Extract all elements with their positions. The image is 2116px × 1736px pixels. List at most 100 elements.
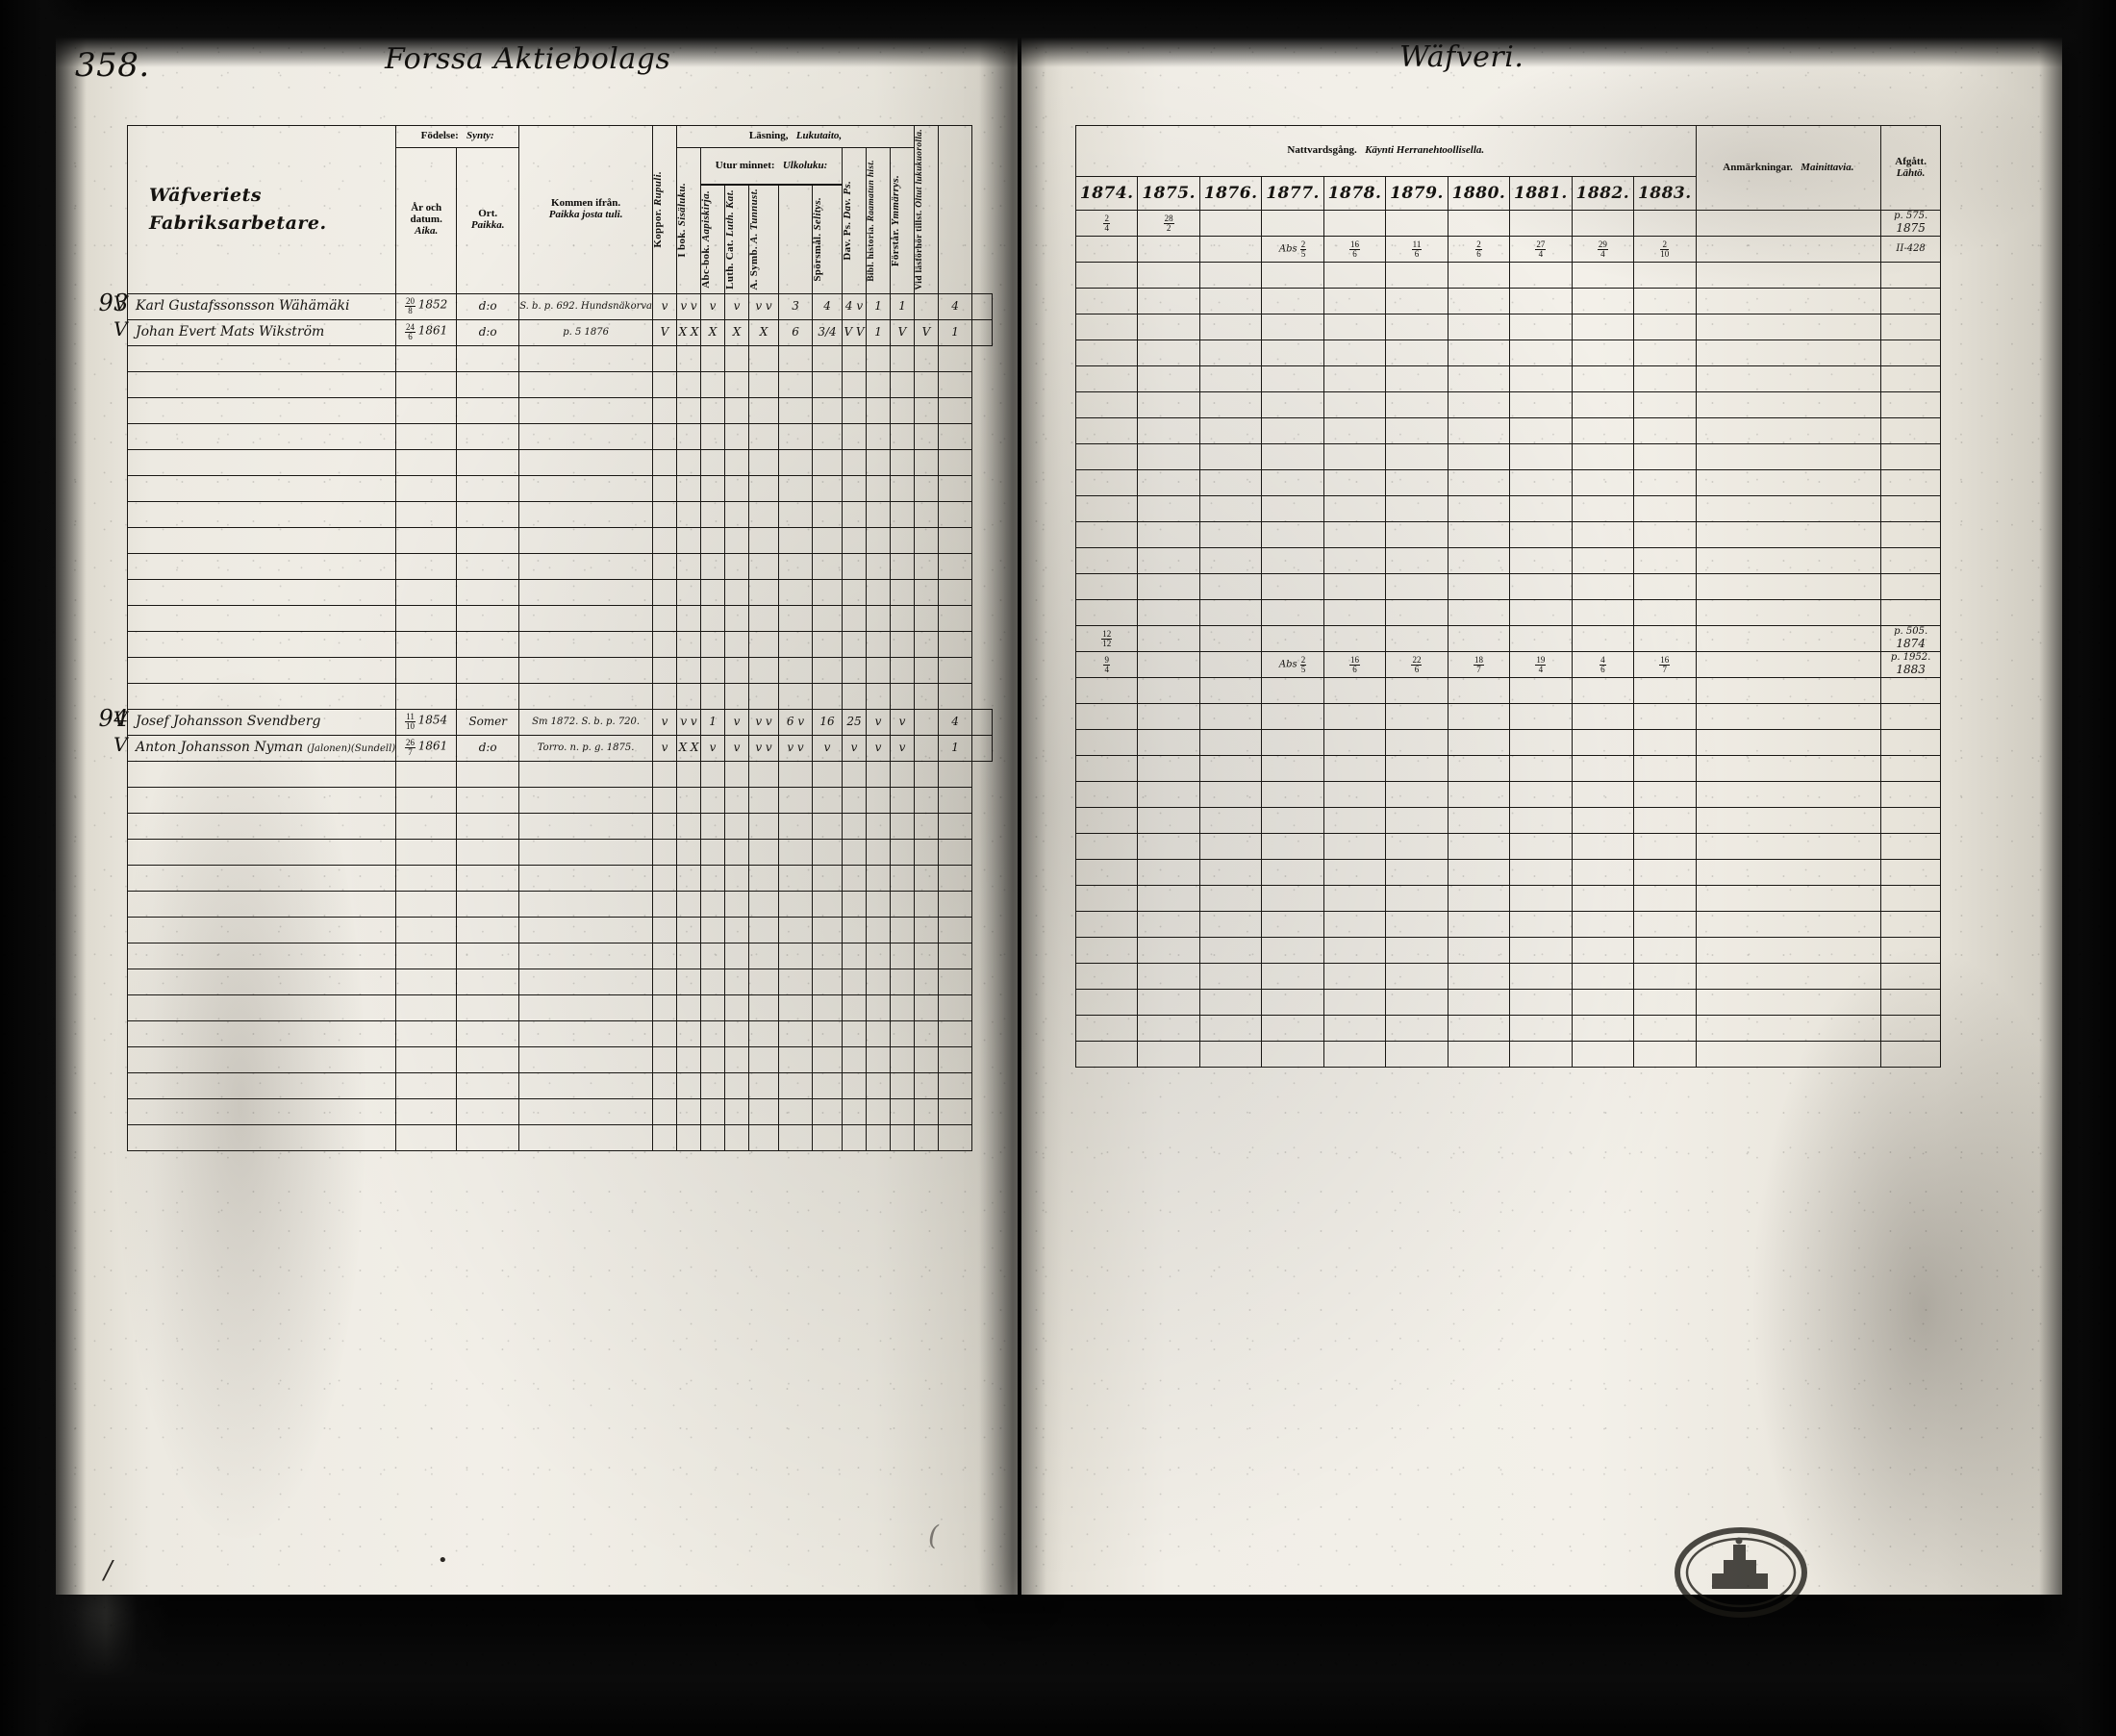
empty-cell [1447, 262, 1511, 289]
table-row[interactable]: Abs 2 5 16 6 11 6 2 6 27 4 29 4 2 10 II-428 [1074, 236, 1941, 263]
empty-cell [1509, 288, 1573, 314]
entry-name-cell: Josef Johansson Svendberg [126, 708, 397, 736]
empty-cell [126, 1019, 397, 1047]
table-row[interactable]: 2 4 28 2 p. 575. 1875 [1074, 210, 1941, 237]
empty-cell [914, 552, 940, 580]
empty-cell [395, 656, 458, 684]
entry-mark-cell: V [914, 318, 940, 346]
empty-cell [1695, 547, 1882, 574]
empty-cell [395, 864, 458, 892]
entry-mark-cell: v [652, 292, 678, 320]
empty-cell [812, 1097, 844, 1125]
empty-cell [1261, 807, 1324, 834]
entry-mark-cell: V [652, 318, 678, 346]
empty-cell [842, 422, 868, 450]
empty-cell [1695, 833, 1882, 860]
empty-cell [456, 552, 520, 580]
empty-cell [1385, 573, 1448, 600]
empty-cell [1322, 989, 1387, 1016]
empty-cell [1137, 989, 1200, 1016]
empty-cell [866, 552, 892, 580]
empty-cell [842, 682, 868, 710]
col-a-symb: A. Symb. A. Tunnust. [748, 184, 780, 294]
empty-cell [518, 1123, 654, 1151]
empty-cell [778, 864, 814, 892]
empty-cell [866, 942, 892, 969]
empty-cell [1322, 340, 1387, 366]
empty-cell [1137, 469, 1200, 496]
empty-cell [724, 578, 750, 606]
empty-cell [456, 890, 520, 918]
empty-cell [676, 1123, 702, 1151]
right-register-table: Nattvardsgång. Käynti Herranehtoollisell… [1074, 125, 1941, 1068]
entry-tillst-cell: 1 [938, 318, 973, 346]
entry-mark-cell: v v [778, 734, 814, 762]
empty-cell [126, 760, 397, 788]
empty-cell [126, 578, 397, 606]
empty-cell [914, 1097, 940, 1125]
table-row[interactable]: Josef Johansson Svendberg 11 10 1854 Somer S… [126, 708, 993, 736]
empty-cell [395, 812, 458, 840]
empty-cell [842, 994, 868, 1021]
empty-row [126, 1097, 993, 1125]
empty-cell [1198, 521, 1263, 548]
empty-cell [1074, 859, 1139, 886]
empty-cell [456, 448, 520, 476]
table-row[interactable]: Johan Evert Mats Wikström 24 6 1861 d:o p. 5… [126, 318, 993, 346]
empty-row [126, 1123, 993, 1151]
empty-cell [812, 448, 844, 476]
empty-cell [126, 968, 397, 995]
empty-cell [938, 552, 973, 580]
col-abc-bok: Abc-bok. Aapiskirja. [700, 184, 726, 294]
table-row[interactable]: Karl Gustafssonsson Wähämäki 20 8 1852 d:o S… [126, 292, 993, 320]
kommen-label-fi: Paikka josta tuli. [548, 208, 623, 220]
table-row[interactable]: 9 4 Abs 2 5 16 6 22 6 18 7 19 4 4 6 16 7 p. 1952. 1883 [1074, 651, 1941, 678]
empty-cell [518, 786, 654, 814]
empty-cell [914, 968, 940, 995]
empty-cell [866, 682, 892, 710]
empty-cell [395, 916, 458, 943]
table-row[interactable]: Anton Johansson Nyman (Jalonen)(Sundell) 2… [126, 734, 993, 762]
afgatt-cell: p. 575. 1875 [1880, 210, 1941, 237]
empty-cell [652, 968, 678, 995]
empty-cell [914, 630, 940, 658]
empty-cell [1509, 340, 1573, 366]
entry-spare-cell [971, 318, 993, 346]
empty-cell [700, 474, 726, 502]
empty-cell [1137, 833, 1200, 860]
empty-cell [890, 682, 916, 710]
empty-cell [676, 474, 702, 502]
table-row[interactable]: 12 12 p. 505. 1874 [1074, 625, 1941, 652]
empty-cell [1447, 443, 1511, 470]
empty-cell [812, 604, 844, 632]
empty-cell [812, 1071, 844, 1099]
empty-cell [1322, 1041, 1387, 1068]
empty-cell [866, 656, 892, 684]
entry-birthdate-cell: 24 6 1861 [395, 318, 458, 346]
year-header-2: 1876. [1198, 176, 1263, 211]
empty-cell [890, 526, 916, 554]
empty-cell [1385, 262, 1448, 289]
entry-mark-cell: v [890, 734, 916, 762]
empty-cell [1695, 1015, 1882, 1042]
empty-cell [1322, 807, 1387, 834]
empty-row [1074, 1041, 1941, 1068]
empty-row [1074, 677, 1941, 704]
empty-cell [456, 656, 520, 684]
empty-row [126, 1071, 993, 1099]
empty-cell [456, 1071, 520, 1099]
entry-mark-cell: X X [676, 318, 702, 346]
empty-cell [1447, 703, 1511, 730]
empty-cell [456, 760, 520, 788]
entry-tillst-cell: 1 [938, 734, 973, 762]
col-nattvardsgang-group: Nattvardsgång. Käynti Herranehtoollisell… [1075, 125, 1697, 177]
empty-cell [1695, 417, 1882, 444]
empty-cell [652, 890, 678, 918]
empty-cell [812, 370, 844, 398]
empty-cell [1633, 391, 1697, 418]
empty-cell [652, 396, 678, 424]
empty-cell [1695, 989, 1882, 1016]
empty-cell [748, 1019, 780, 1047]
empty-cell [1074, 963, 1139, 990]
empty-cell [890, 968, 916, 995]
